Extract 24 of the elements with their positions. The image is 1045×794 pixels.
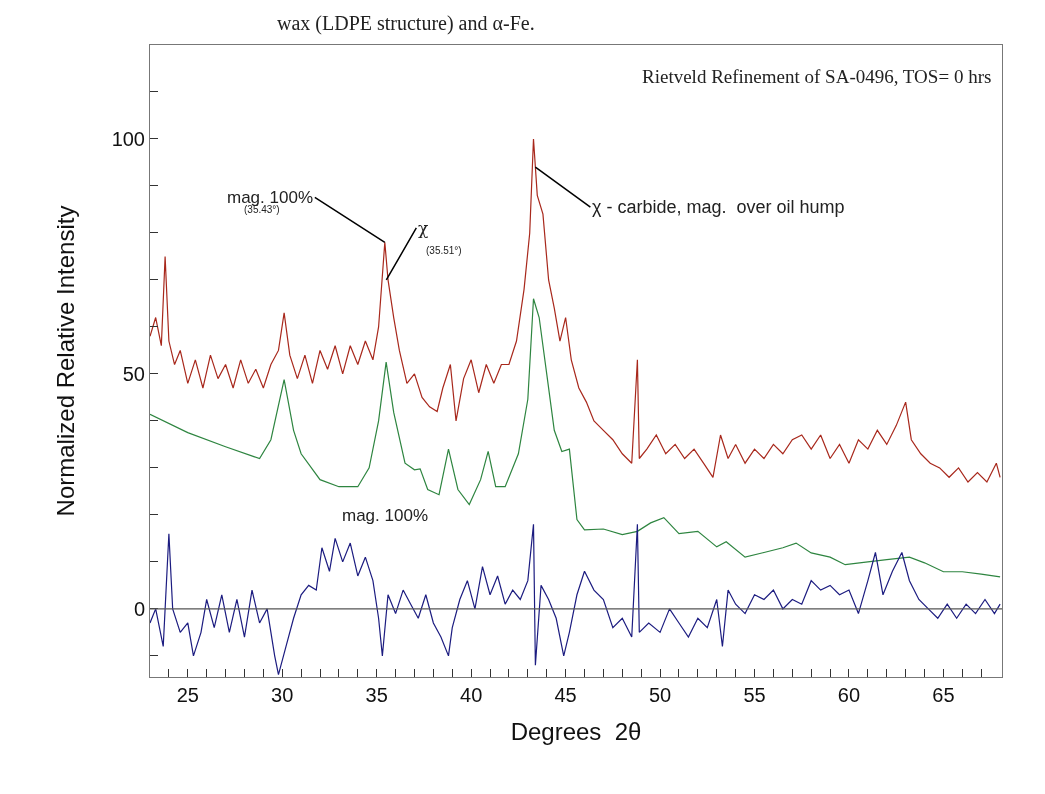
text: wax (LDPE structure) and α-Fe. [277,12,535,35]
x-tick-label: 60 [837,684,861,706]
x-tick-label: 35 [365,684,388,706]
annotation: Rietveld Refinement of SA-0496, TOS= 0 hrs [642,66,992,87]
x-tick-label: 40 [460,684,483,706]
y-tick-label: 0 [133,597,145,620]
x-tick-label: 30 [271,684,294,706]
line-series [150,523,1001,676]
x-tick-label: 25 [176,684,199,706]
annotation: (35.51°) [426,245,462,256]
x-tick-label: 65 [932,684,955,706]
annotation: χ - carbide, mag. over oil hump [592,197,845,217]
annotation: (35.43°) [244,204,280,215]
x-tick-label: 45 [554,684,577,706]
x-tick-label: 55 [743,684,766,706]
annotation: χ [418,218,429,238]
y-tick-label: 50 [122,362,145,385]
y-tick-label: 100 [111,127,145,150]
y-axis-title: Normalized Relative Intensity [51,205,79,517]
line-series [150,298,1001,578]
x-tick-label: 50 [648,684,672,706]
annotation: mag. 100% [342,506,428,525]
x-axis-title: Degrees 2θ [510,718,642,746]
line-series [150,138,1001,483]
